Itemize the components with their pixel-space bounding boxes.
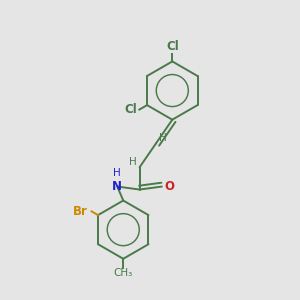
- Text: H: H: [112, 168, 120, 178]
- Text: CH₃: CH₃: [114, 268, 133, 278]
- Text: Cl: Cl: [124, 103, 137, 116]
- Text: Cl: Cl: [166, 40, 179, 53]
- Text: Br: Br: [73, 205, 88, 218]
- Text: O: O: [164, 180, 174, 193]
- Text: H: H: [129, 157, 137, 167]
- Text: N: N: [112, 180, 122, 193]
- Text: H: H: [159, 133, 167, 143]
